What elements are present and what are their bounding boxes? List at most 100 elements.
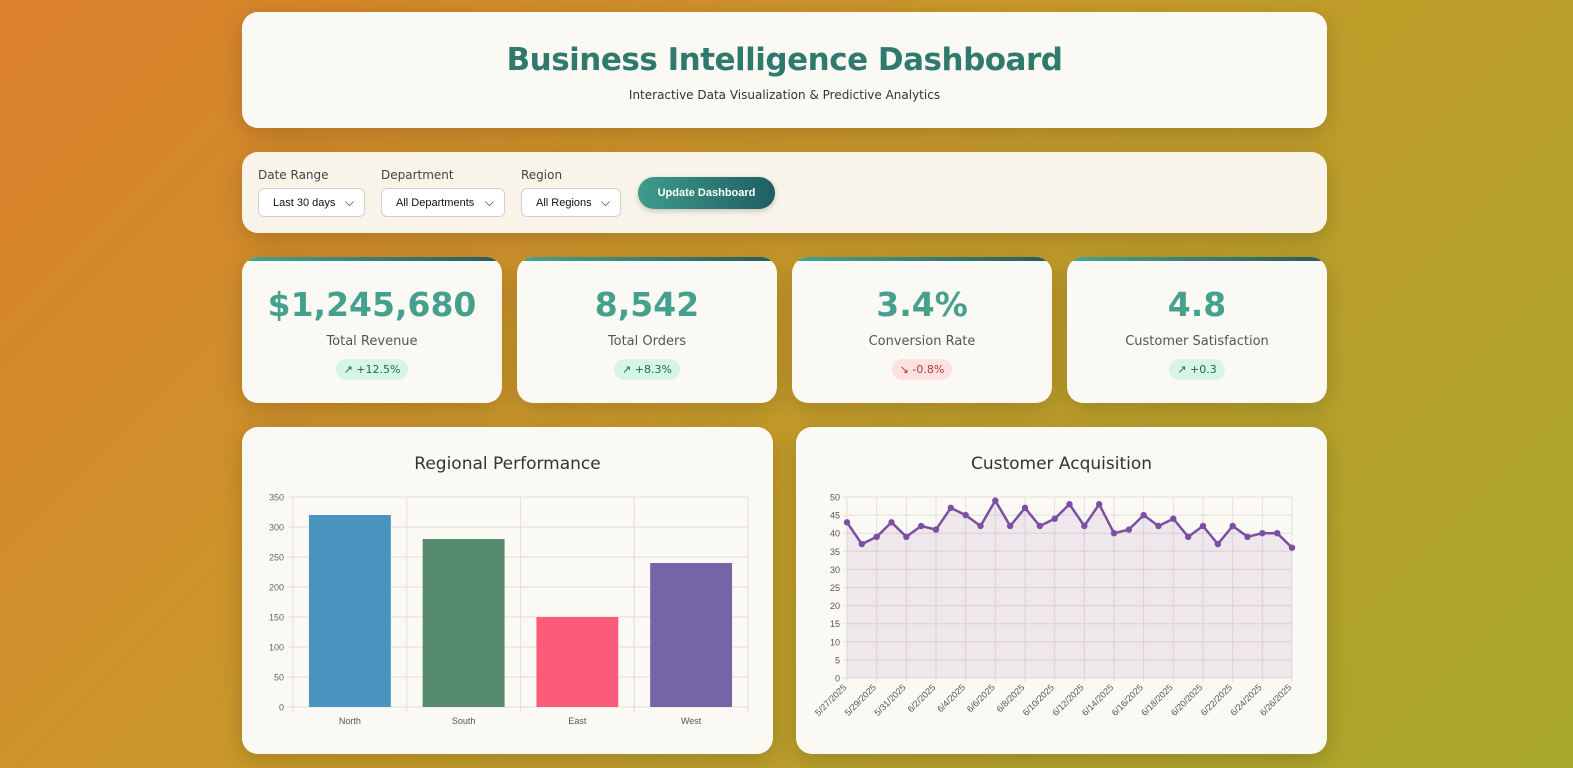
department-select[interactable]: All Departments ⌵	[381, 188, 505, 217]
y-tick-label: 250	[269, 553, 284, 563]
data-point	[1155, 522, 1162, 530]
kpi-card-conversion: 3.4% Conversion Rate ↘ -0.8%	[792, 257, 1052, 403]
data-point	[1259, 530, 1266, 537]
x-tick-label: 5/31/2025	[872, 682, 907, 717]
update-dashboard-button[interactable]: Update Dashboard	[638, 177, 775, 209]
x-tick-label: 6/2/2025	[906, 682, 938, 714]
customer-acquisition-card: Customer Acquisition 0 5 10 15 20 25 30 35 40 45 5…	[796, 427, 1327, 754]
kpi-value: 8,542	[594, 285, 700, 324]
data-point	[903, 533, 910, 541]
kpi-label: Total Revenue	[326, 334, 418, 349]
y-tick-label: 25	[830, 583, 840, 593]
data-point	[992, 497, 999, 504]
data-point	[1095, 501, 1103, 508]
filter-bar: Date Range Last 30 days ⌵ Department All…	[242, 152, 1327, 233]
kpi-value: 4.8	[1167, 285, 1227, 324]
data-point	[1021, 504, 1029, 512]
chart-title: Customer Acquisition	[970, 454, 1153, 474]
y-tick-label: 50	[830, 493, 840, 503]
kpi-change-badge: ↗ +8.3%	[614, 359, 680, 380]
data-point	[873, 533, 880, 541]
data-point	[962, 511, 969, 519]
y-tick-label: 150	[269, 613, 284, 623]
bar-north	[308, 515, 391, 707]
data-point	[1051, 515, 1058, 522]
y-tick-label: 0	[279, 703, 284, 713]
y-tick-label: 0	[835, 674, 840, 684]
date-range-value: Last 30 days	[273, 196, 336, 209]
data-point	[1066, 501, 1073, 508]
y-tick-label: 40	[830, 529, 840, 539]
department-value: All Departments	[396, 196, 475, 209]
x-tick-label: East	[568, 716, 587, 726]
data-point	[1214, 540, 1222, 548]
kpi-card-revenue: $1,245,680 Total Revenue ↗ +12.5%	[242, 257, 502, 403]
line-chart: 051015202530354045505/27/20255/29/20255/…	[813, 493, 1296, 718]
kpi-change-badge: ↘ -0.8%	[891, 359, 953, 380]
regional-performance-card: Regional Performance 0 50 100 150 200 250 300 3…	[242, 427, 773, 754]
bar-chart: 0 50 100 150 200 250 300 350 North South East West	[269, 493, 749, 726]
y-tick-label: 45	[830, 511, 840, 521]
date-range-filter: Date Range Last 30 days ⌵	[258, 168, 365, 217]
x-tick-label: North	[339, 716, 361, 726]
kpi-change-badge: ↗ +12.5%	[335, 359, 409, 380]
date-range-label: Date Range	[258, 168, 329, 182]
data-point	[888, 519, 895, 526]
data-point	[947, 504, 955, 512]
y-tick-label: 10	[830, 637, 840, 647]
dashboard-header: Business Intelligence Dashboard Interact…	[242, 12, 1327, 128]
region-label: Region	[521, 168, 563, 182]
data-point	[858, 540, 866, 548]
region-select[interactable]: All Regions ⌵	[521, 188, 621, 217]
y-tick-label: 300	[269, 523, 284, 533]
data-point	[1081, 522, 1088, 530]
bar-south	[422, 539, 505, 707]
area-fill	[847, 500, 1292, 678]
department-filter: Department All Departments ⌵	[381, 168, 505, 217]
x-tick-label: West	[681, 716, 702, 726]
page-subtitle: Interactive Data Visualization & Predict…	[628, 88, 941, 102]
data-point	[1273, 530, 1281, 537]
data-point	[917, 522, 925, 530]
data-point	[1199, 522, 1207, 530]
y-tick-label: 5	[835, 655, 840, 665]
data-point	[932, 526, 940, 533]
chevron-down-icon: ⌵	[484, 195, 494, 209]
data-point	[1184, 533, 1192, 541]
data-point	[977, 522, 984, 530]
date-range-select[interactable]: Last 30 days ⌵	[258, 188, 365, 217]
data-point	[1006, 522, 1014, 530]
kpi-label: Customer Satisfaction	[1125, 334, 1269, 349]
y-tick-label: 200	[269, 583, 284, 593]
kpi-label: Conversion Rate	[868, 334, 976, 349]
region-filter: Region All Regions ⌵	[521, 168, 621, 217]
x-tick-label: 6/6/2025	[965, 682, 997, 714]
chart-title: Regional Performance	[414, 454, 601, 474]
y-tick-label: 30	[830, 565, 840, 575]
data-point	[1036, 522, 1044, 530]
kpi-label: Total Orders	[607, 334, 687, 349]
y-tick-label: 100	[269, 643, 284, 653]
y-tick-label: 50	[274, 673, 284, 683]
y-tick-label: 350	[269, 493, 284, 503]
page-title: Business Intelligence Dashboard	[506, 42, 1063, 78]
data-point	[843, 519, 851, 526]
data-point	[1110, 530, 1118, 537]
x-tick-label: 6/26/2025	[1258, 682, 1293, 717]
kpi-value: $1,245,680	[267, 285, 477, 324]
bar-west	[650, 563, 733, 707]
y-tick-label: 35	[830, 547, 840, 557]
y-tick-label: 20	[830, 601, 840, 611]
chevron-down-icon: ⌵	[344, 195, 354, 209]
data-point	[1140, 511, 1147, 519]
y-tick-label: 15	[830, 619, 840, 629]
region-value: All Regions	[536, 196, 592, 209]
kpi-change-badge: ↗ +0.3	[1169, 359, 1225, 380]
department-label: Department	[381, 168, 454, 182]
data-point	[1288, 544, 1296, 551]
x-tick-label: South	[452, 716, 476, 726]
kpi-card-satisfaction: 4.8 Customer Satisfaction ↗ +0.3	[1067, 257, 1327, 403]
data-point	[1229, 522, 1236, 530]
data-point	[1125, 526, 1133, 533]
kpi-value: 3.4%	[876, 285, 968, 324]
